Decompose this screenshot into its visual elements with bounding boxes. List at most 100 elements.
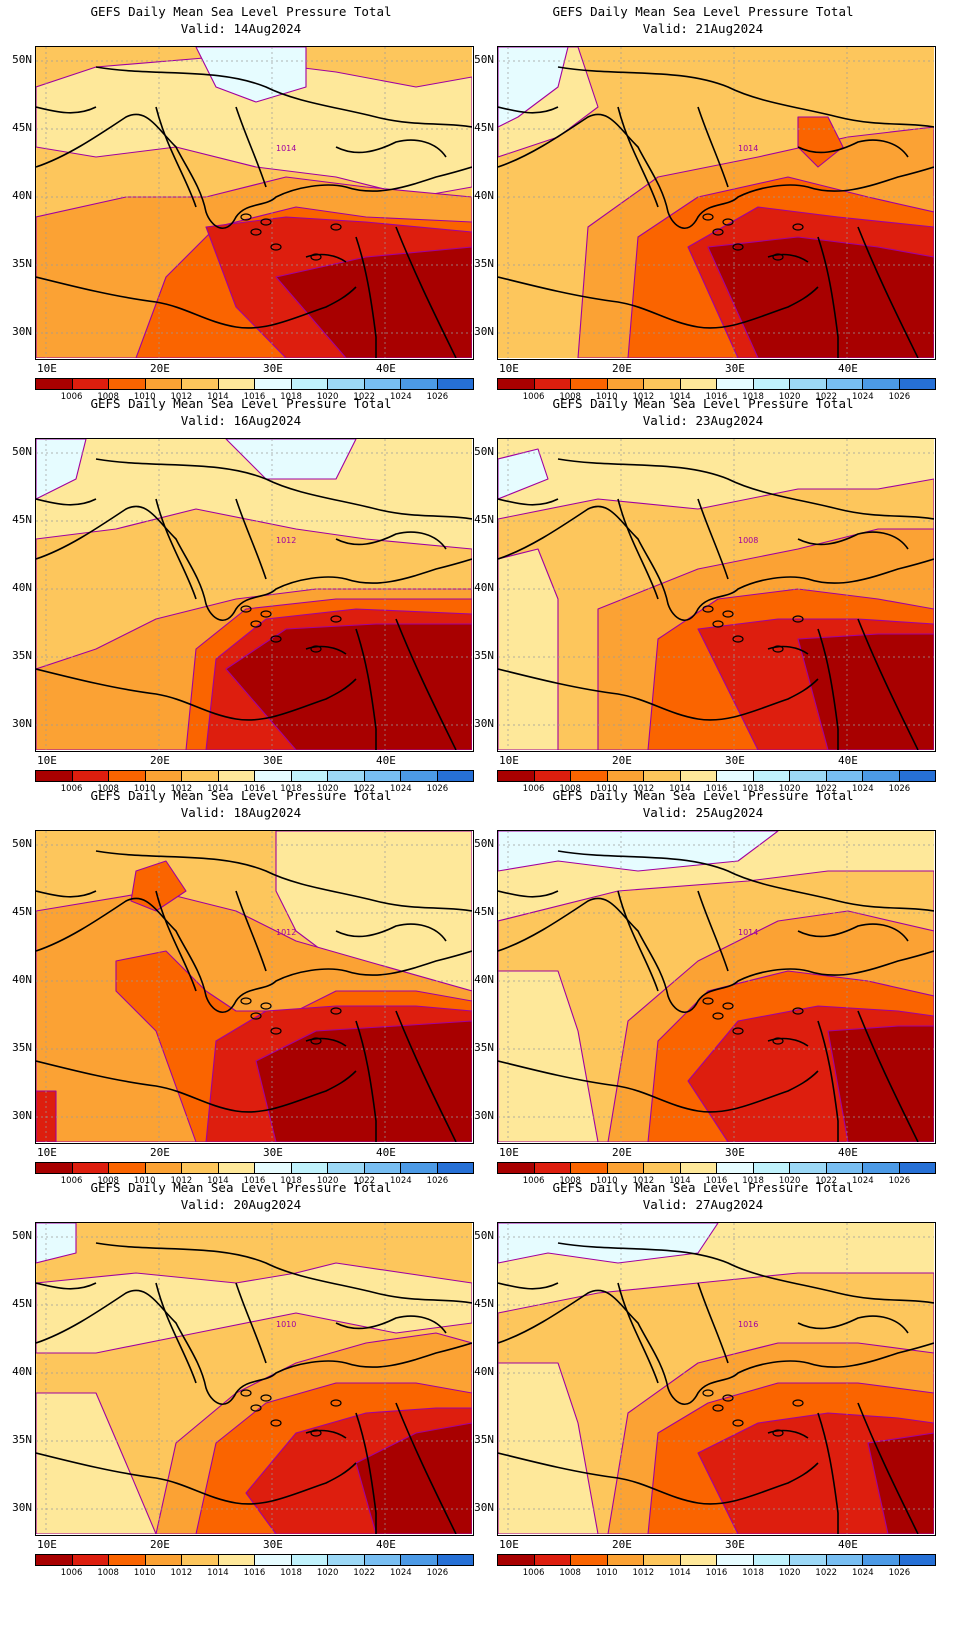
coastline-border — [95, 850, 472, 912]
colorbar-label: 1006 — [60, 784, 83, 794]
coastline-border — [95, 1242, 472, 1304]
colorbar-swatch — [437, 379, 473, 389]
lon-tick-label: 40E — [838, 362, 858, 375]
contour-value-label: 1010 — [276, 1320, 296, 1329]
island-outline — [330, 223, 342, 231]
lon-tick-label: 10E — [37, 1538, 57, 1551]
pressure-contour-region — [498, 47, 569, 128]
colorbar-swatch — [291, 1555, 328, 1565]
island-outline — [772, 253, 784, 261]
island-outline — [722, 610, 734, 618]
colorbar-label: 1018 — [280, 784, 302, 794]
pressure-map: 1016 — [497, 1222, 936, 1536]
lat-tick-label: 40N — [474, 189, 494, 202]
colorbar-swatch — [36, 379, 73, 389]
lon-tick-label: 20E — [612, 754, 632, 767]
pressure-contour-region — [275, 246, 472, 358]
lon-tick-label: 40E — [376, 1538, 396, 1551]
lon-tick-label: 40E — [838, 754, 858, 767]
colorbar-label: 1024 — [852, 1176, 874, 1186]
lat-tick-label: 35N — [474, 1433, 494, 1446]
lon-tick-label: 10E — [499, 1538, 519, 1551]
colorbar-label: 1024 — [390, 784, 412, 794]
lon-tick-label: 40E — [838, 1146, 858, 1159]
coastline-border — [235, 498, 267, 580]
colorbar-swatch — [863, 771, 900, 781]
island-outline — [702, 1389, 714, 1397]
coastline-border — [36, 890, 97, 898]
coastline-border — [155, 890, 197, 992]
map-panel-4: GEFS Daily Mean Sea Level Pressure Total… — [462, 392, 944, 802]
lat-tick-label: 30N — [12, 1109, 32, 1122]
panel-title: GEFS Daily Mean Sea Level Pressure Total — [90, 788, 392, 803]
island-outline — [722, 1002, 734, 1010]
colorbar-label: 1020 — [778, 1568, 801, 1578]
colorbar-label: 1012 — [170, 392, 193, 402]
colorbar-swatch — [826, 379, 863, 389]
colorbar-label: 1026 — [426, 1176, 449, 1186]
coastline-border — [857, 1402, 919, 1534]
colorbar-swatch — [109, 1555, 146, 1565]
colorbar-label: 1008 — [97, 1176, 119, 1186]
coastline-border — [355, 1412, 377, 1534]
lon-tick-label: 30E — [725, 1538, 745, 1551]
map-panel-5: GEFS Daily Mean Sea Level Pressure Total… — [0, 784, 482, 1194]
lat-tick-label: 40N — [12, 1365, 32, 1378]
coastline-border — [557, 458, 934, 520]
colorbar-label: 1006 — [522, 392, 545, 402]
colorbar-swatch — [644, 771, 681, 781]
coastline-border — [305, 1429, 347, 1439]
pressure-contour-region — [130, 860, 187, 912]
coastline-border — [355, 1020, 377, 1142]
colorbar-label: 1010 — [595, 1568, 618, 1578]
colorbar-swatch — [109, 1163, 146, 1173]
lon-tick-label: 10E — [499, 362, 519, 375]
colorbar-swatch — [72, 771, 109, 781]
colorbar-swatch — [364, 771, 401, 781]
pressure-contour-region — [498, 548, 559, 750]
coastline-border — [498, 505, 934, 621]
island-outline — [702, 605, 714, 613]
colorbar-swatch — [680, 1163, 717, 1173]
island-outline — [712, 228, 724, 236]
colorbar-swatch — [680, 1555, 717, 1565]
colorbar-swatch — [328, 379, 365, 389]
colorbar-swatch — [291, 379, 328, 389]
pressure-map: 1010 — [35, 1222, 474, 1536]
colorbar-label: 1020 — [316, 1176, 339, 1186]
colorbar-swatch — [291, 771, 328, 781]
panel-valid-date: Valid: 27Aug2024 — [642, 1197, 764, 1212]
colorbar-swatch — [498, 1163, 535, 1173]
coastline-border — [395, 1010, 457, 1142]
lon-tick-label: 20E — [612, 1146, 632, 1159]
coastline-border — [498, 1060, 819, 1113]
pressure-contour-region — [498, 970, 599, 1142]
map-panel-3: GEFS Daily Mean Sea Level Pressure Total… — [0, 392, 482, 802]
colorbar-swatch — [437, 1163, 473, 1173]
island-outline — [792, 1399, 804, 1407]
colorbar-swatch — [717, 1555, 754, 1565]
colorbar-swatch — [145, 771, 182, 781]
lat-tick-label: 30N — [12, 1501, 32, 1514]
coastline-border — [235, 1282, 267, 1364]
coastline-border — [36, 505, 472, 621]
lon-tick-label: 30E — [263, 362, 283, 375]
colorbar-label: 1008 — [559, 392, 581, 402]
colorbar-label: 1010 — [133, 784, 156, 794]
colorbar-label: 1016 — [705, 1568, 728, 1578]
island-outline — [250, 1012, 262, 1020]
island-outline — [270, 243, 282, 251]
lat-tick-label: 45N — [474, 1297, 494, 1310]
colorbar-label: 1018 — [742, 1176, 764, 1186]
colorbar-label: 1012 — [632, 1568, 655, 1578]
lon-tick-label: 10E — [37, 1146, 57, 1159]
coastline-border — [857, 226, 919, 358]
colorbar-label: 1026 — [426, 392, 449, 402]
island-outline — [722, 218, 734, 226]
colorbar-swatch — [218, 771, 255, 781]
coastline-border — [36, 1282, 97, 1290]
pressure-contour-region — [195, 47, 307, 103]
colorbar-label: 1024 — [852, 392, 874, 402]
colorbar-swatch — [571, 1555, 608, 1565]
pressure-contour-region — [797, 116, 844, 168]
